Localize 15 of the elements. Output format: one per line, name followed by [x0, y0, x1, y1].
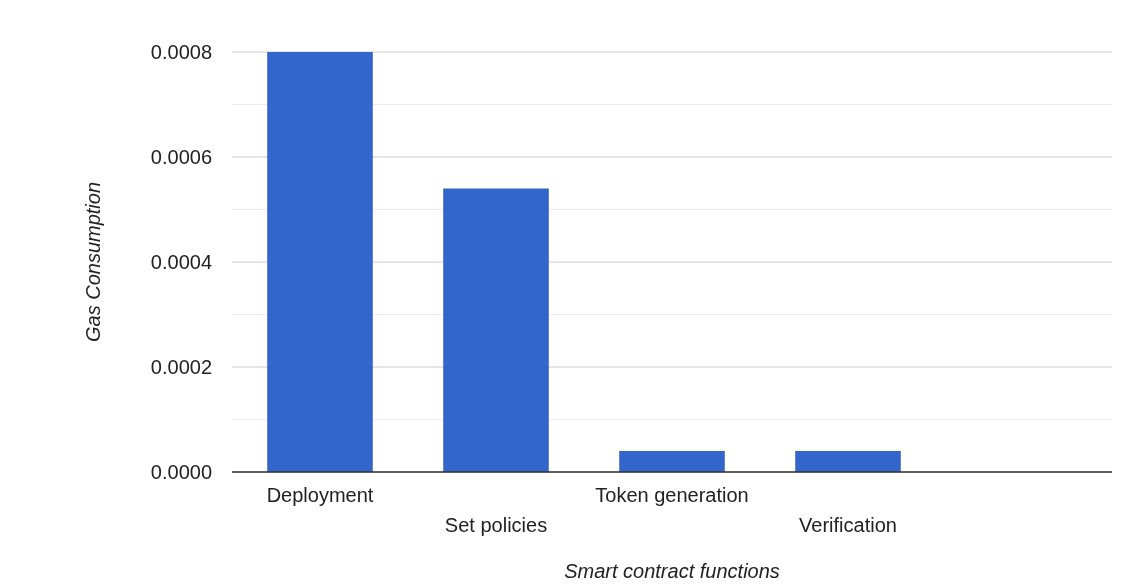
y-tick-label: 0.0008	[150, 41, 212, 63]
text: 0.0000	[150, 461, 212, 483]
x-axis-title: Smart contract functions	[564, 560, 780, 582]
bar	[267, 52, 373, 472]
x-tick-label: Deployment	[266, 484, 374, 506]
bar	[443, 188, 549, 472]
x-tick-label: Set policies	[444, 514, 548, 536]
y-tick-label: 0.0004	[150, 251, 212, 273]
bar	[795, 451, 901, 472]
y-axis-title: Gas Consumption	[82, 181, 104, 343]
y-tick-label: 0.0002	[150, 356, 212, 378]
x-tick-label: Token generation	[595, 484, 749, 506]
bar	[619, 451, 725, 472]
x-tick-label: Verification	[799, 514, 897, 536]
y-tick-label: 0.0006	[150, 146, 212, 168]
